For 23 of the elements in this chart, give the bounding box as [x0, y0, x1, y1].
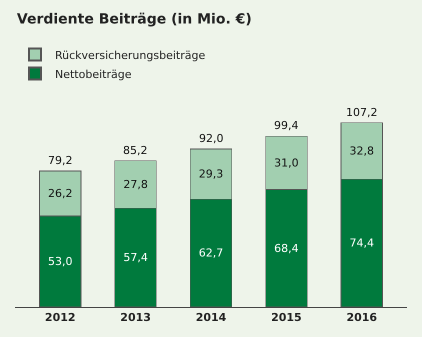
total-label: 79,2 [48, 154, 72, 167]
legend-label: Rückversicherungsbeiträge [55, 48, 206, 62]
total-label: 92,0 [199, 132, 224, 145]
data-label: 53,0 [48, 254, 72, 268]
x-tick-label: 2015 [271, 311, 302, 324]
data-label: 68,4 [274, 242, 299, 255]
data-label: 32,8 [350, 144, 374, 158]
data-label: 29,3 [198, 168, 224, 181]
total-label: 85,2 [123, 144, 148, 157]
data-label: 27,8 [123, 178, 148, 192]
x-tick-label: 2014 [196, 311, 227, 324]
data-label: 26,2 [48, 186, 72, 200]
x-tick-label: 2012 [44, 311, 76, 324]
data-label: 62,7 [198, 246, 224, 260]
chart-title: Verdiente Beiträge (in Mio. €) [16, 11, 252, 28]
total-label: 99,4 [274, 119, 298, 132]
x-tick-label: 2013 [120, 311, 151, 324]
data-label: 31,0 [274, 156, 299, 170]
data-label: 57,4 [123, 251, 148, 264]
x-tick-label: 2016 [346, 311, 378, 324]
data-label: 74,4 [350, 236, 374, 250]
total-label: 107,2 [346, 106, 378, 119]
legend-label: Nettobeiträge [55, 68, 132, 81]
